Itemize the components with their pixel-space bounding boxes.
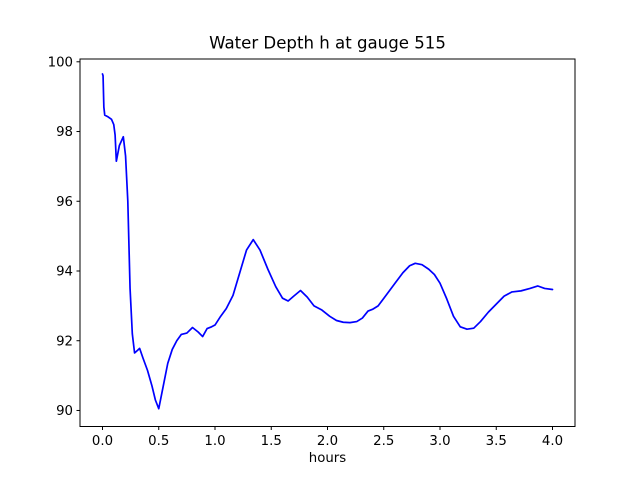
y-tick-label: 90 bbox=[56, 404, 73, 419]
x-tick-label: 1.0 bbox=[204, 434, 225, 449]
x-tick-label: 3.0 bbox=[429, 434, 450, 449]
y-tick-label: 100 bbox=[48, 55, 73, 70]
x-tick-label: 1.5 bbox=[261, 434, 282, 449]
y-tick-label: 94 bbox=[56, 265, 73, 280]
y-tick-label: 96 bbox=[56, 195, 73, 210]
plot-area: 0.0 0.5 1.0 1.5 2.0 2.5 3.0 3.5 4.0 90 92 94 96 98 100 bbox=[48, 55, 576, 449]
x-tick-label: 2.0 bbox=[317, 434, 338, 449]
y-tick-label: 92 bbox=[56, 334, 73, 349]
x-tick-label: 0.5 bbox=[148, 434, 169, 449]
data-line-water-depth-h bbox=[101, 73, 554, 410]
x-tick-label: 0.0 bbox=[92, 434, 113, 449]
axes-frame bbox=[79, 58, 576, 427]
x-tick-label: 3.5 bbox=[486, 434, 507, 449]
chart-title: Water Depth h at gauge 515 bbox=[209, 34, 446, 53]
x-tick-label: 2.5 bbox=[373, 434, 394, 449]
y-tick-label: 98 bbox=[56, 125, 73, 140]
x-axis-label: hours bbox=[309, 451, 346, 466]
x-tick-label: 4.0 bbox=[542, 434, 563, 449]
